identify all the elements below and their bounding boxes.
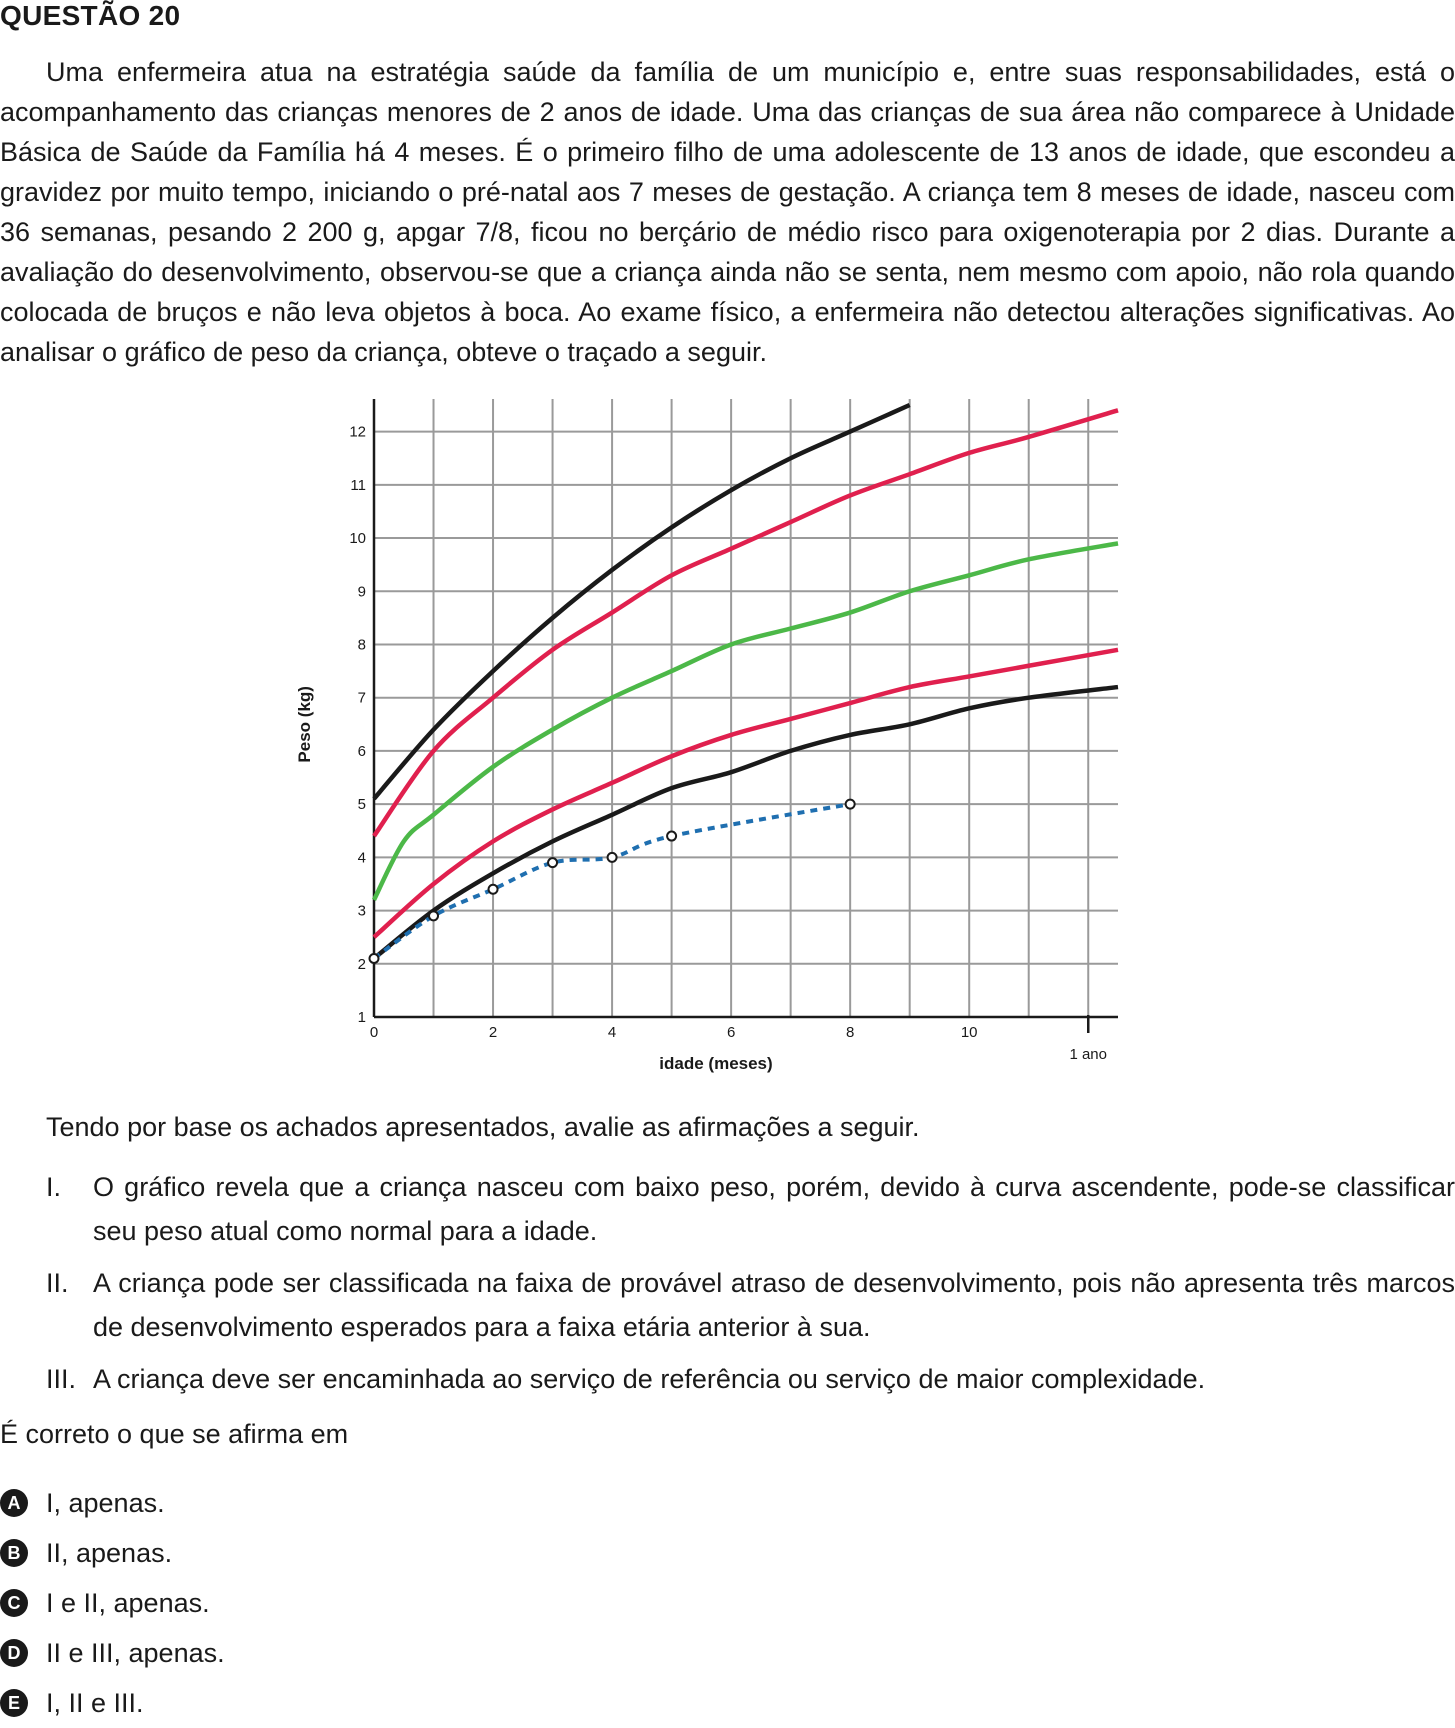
option-c[interactable]: C I e II, apenas. xyxy=(0,1578,225,1628)
y-tick-label: 8 xyxy=(358,636,366,653)
statement-item: II. A criança pode ser classificada na f… xyxy=(0,1261,1455,1349)
x-tick-label: 0 xyxy=(370,1024,378,1041)
child-weight-point xyxy=(487,883,499,895)
statement-text: A criança pode ser classificada na faixa… xyxy=(93,1268,1455,1342)
statement-text: O gráfico revela que a criança nasceu co… xyxy=(93,1172,1455,1246)
child-weight-point xyxy=(368,952,380,964)
option-text: II e III, apenas. xyxy=(46,1638,225,1668)
x-tick-label: 6 xyxy=(727,1024,735,1041)
option-text: II, apenas. xyxy=(46,1538,173,1568)
y-tick-label: 10 xyxy=(349,530,366,547)
reference-curve-red-3 xyxy=(372,647,1119,939)
option-text: I, apenas. xyxy=(46,1488,165,1518)
question-title: QUESTÃO 20 xyxy=(0,0,181,31)
y-tick-label: 7 xyxy=(358,690,366,707)
x-tick-label: 4 xyxy=(608,1024,616,1041)
option-letter-badge: A xyxy=(0,1489,28,1517)
y-axis-title: Peso (kg) xyxy=(295,686,314,763)
y-tick-label: 1 xyxy=(358,1009,366,1026)
option-text: I, II e III. xyxy=(46,1688,144,1718)
option-letter-badge: B xyxy=(0,1539,28,1567)
chart-series xyxy=(368,402,1119,964)
option-letter-badge: C xyxy=(0,1589,28,1617)
reference-curve-green-2 xyxy=(371,541,1119,901)
statement-number: III. xyxy=(46,1364,77,1394)
y-tick-label: 3 xyxy=(358,903,366,920)
statements-list: I. O gráfico revela que a criança nasceu… xyxy=(0,1165,1455,1409)
option-letter-badge: D xyxy=(0,1639,28,1667)
weight-chart: 1 2 3 4 5 6 7 8 9 10 11 12 0 2 4 6 8 10 1 ano idade (meses)… xyxy=(290,395,1170,1095)
one-year-label: 1 ano xyxy=(1069,1046,1107,1063)
child-weight-point xyxy=(547,857,559,869)
child-weight-line xyxy=(372,802,851,961)
child-weight-point xyxy=(606,851,618,863)
statement-item: I. O gráfico revela que a criança nasceu… xyxy=(0,1165,1455,1253)
reference-curve-black-0 xyxy=(372,402,911,801)
option-letter-badge: E xyxy=(0,1689,28,1717)
option-e[interactable]: E I, II e III. xyxy=(0,1678,225,1728)
option-text: I e II, apenas. xyxy=(46,1588,210,1618)
x-tick-label: 10 xyxy=(961,1024,978,1041)
x-tick-label: 8 xyxy=(846,1024,854,1041)
statement-number: II. xyxy=(46,1268,69,1298)
child-weight-point xyxy=(666,830,678,842)
y-tick-label: 9 xyxy=(358,583,366,600)
statement-text: A criança deve ser encaminhada ao serviç… xyxy=(93,1364,1206,1394)
x-tick-label: 2 xyxy=(489,1024,497,1041)
y-tick-label: 11 xyxy=(350,477,366,494)
option-d[interactable]: D II e III, apenas. xyxy=(0,1628,225,1678)
statements-lead: Tendo por base os achados apresentados, … xyxy=(46,1112,920,1142)
child-weight-point xyxy=(428,910,440,922)
reference-curve-red-1 xyxy=(372,408,1119,838)
y-tick-label: 5 xyxy=(358,796,366,813)
y-tick-label: 12 xyxy=(349,424,366,441)
question-ask: É correto o que se afirma em xyxy=(0,1419,349,1449)
statement-item: III. A criança deve ser encaminhada ao s… xyxy=(0,1357,1455,1401)
option-a[interactable]: A I, apenas. xyxy=(0,1478,225,1528)
y-tick-label: 4 xyxy=(358,849,366,866)
answer-options: A I, apenas. B II, apenas. C I e II, ape… xyxy=(0,1478,225,1728)
x-axis-title: idade (meses) xyxy=(659,1054,772,1073)
chart-axes xyxy=(372,399,1118,1033)
reference-curve-black-4 xyxy=(372,684,1119,961)
y-tick-label: 6 xyxy=(358,743,366,760)
question-stem: Uma enfermeira atua na estratégia saúde … xyxy=(0,57,1455,367)
child-weight-point xyxy=(844,798,856,810)
chart-grid xyxy=(374,399,1118,1017)
y-tick-label: 2 xyxy=(358,956,366,973)
option-b[interactable]: B II, apenas. xyxy=(0,1528,225,1578)
statement-number: I. xyxy=(46,1172,62,1202)
